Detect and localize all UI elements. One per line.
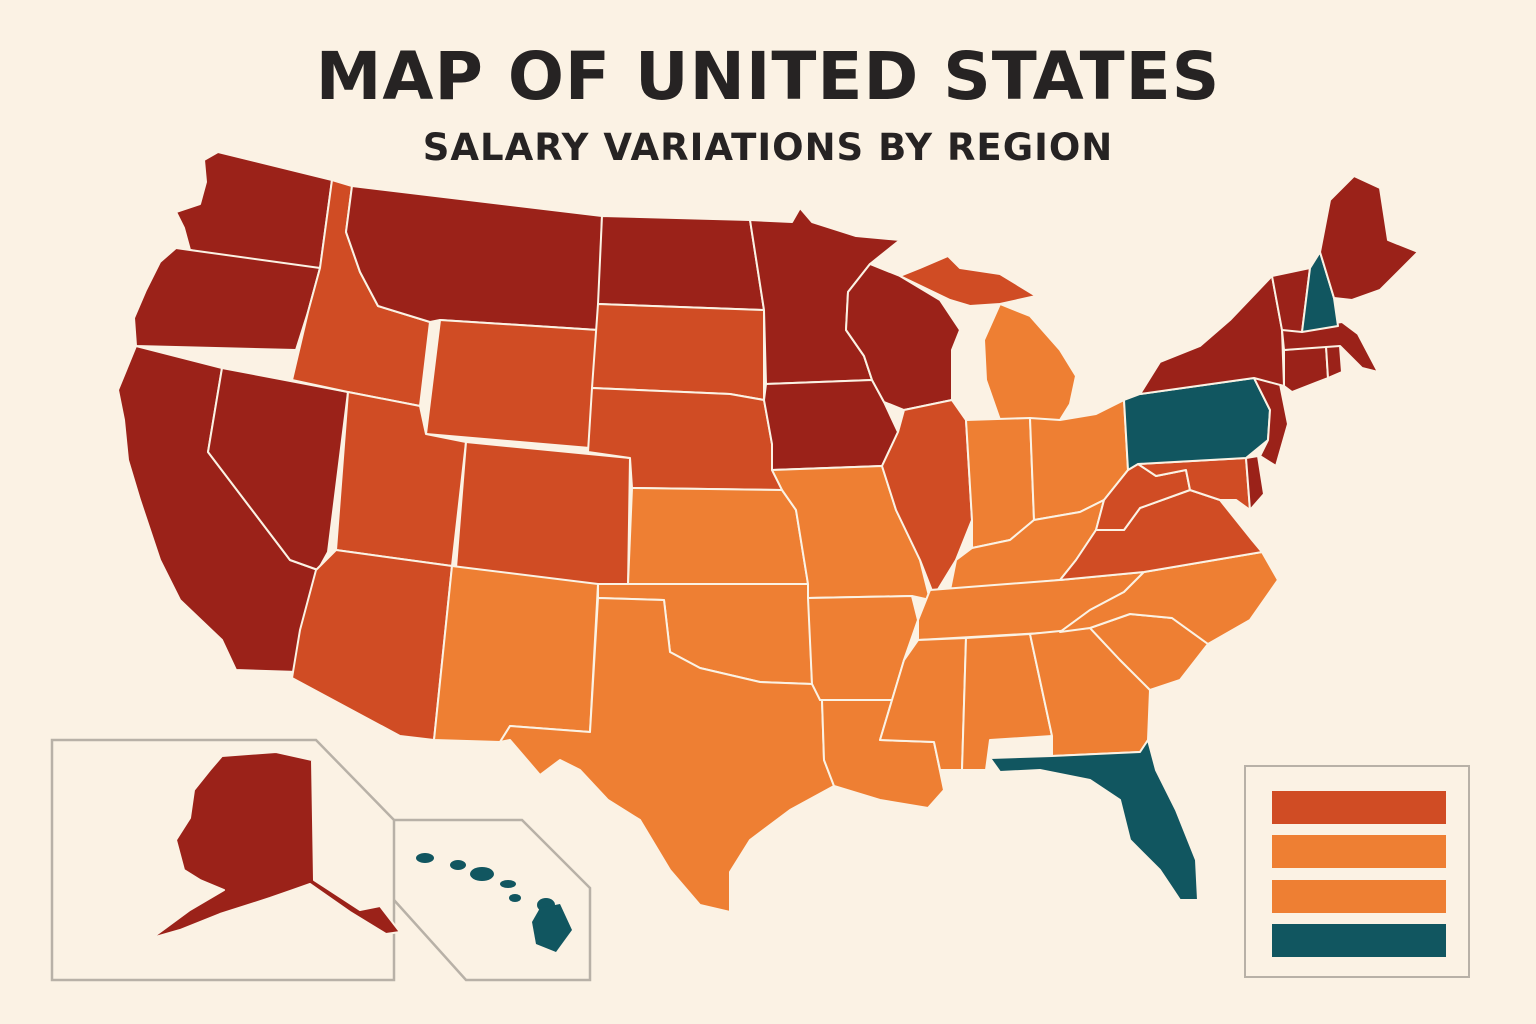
state-rhode-island[interactable] — [1325, 345, 1343, 379]
state-maine[interactable] — [1319, 175, 1419, 301]
hawaii-big-island — [532, 904, 572, 952]
state-michigan[interactable] — [983, 303, 1077, 421]
state-florida[interactable] — [989, 739, 1199, 901]
hawaii-island — [416, 853, 434, 863]
state-new-jersey[interactable] — [1253, 377, 1289, 467]
state-kansas[interactable] — [627, 487, 809, 585]
hawaii-inset-frame — [393, 818, 592, 982]
state-wyoming[interactable] — [425, 319, 599, 449]
state-arizona[interactable] — [291, 549, 453, 741]
state-delaware[interactable] — [1245, 455, 1265, 511]
legend — [1244, 765, 1470, 978]
hawaii-island — [509, 894, 521, 902]
state-colorado[interactable] — [455, 441, 631, 589]
hawaii-islands — [416, 853, 572, 952]
map-title: MAP OF UNITED STATES — [315, 38, 1221, 115]
state-new-mexico[interactable] — [433, 565, 599, 743]
state-iowa[interactable] — [763, 379, 899, 471]
legend-swatch — [1272, 880, 1446, 913]
state-connecticut[interactable] — [1283, 345, 1329, 393]
hawaii-island — [500, 880, 516, 888]
hawaii-island — [470, 867, 494, 881]
state-massachusetts[interactable] — [1281, 321, 1379, 373]
hawaii-island — [450, 860, 466, 870]
state-texas[interactable] — [499, 597, 835, 913]
state-north-carolina[interactable] — [1059, 551, 1279, 645]
state-north-dakota[interactable] — [597, 215, 765, 311]
state-montana[interactable] — [345, 185, 603, 331]
map-subtitle: SALARY VARIATIONS BY REGION — [422, 126, 1114, 169]
state-michigan-upper[interactable] — [899, 255, 1037, 307]
state-south-dakota[interactable] — [591, 303, 765, 401]
state-alaska[interactable] — [151, 751, 401, 939]
legend-swatch — [1272, 924, 1446, 957]
legend-swatch — [1272, 791, 1446, 824]
state-oregon[interactable] — [133, 247, 321, 351]
state-new-york[interactable] — [1139, 275, 1285, 395]
legend-swatch — [1272, 835, 1446, 868]
